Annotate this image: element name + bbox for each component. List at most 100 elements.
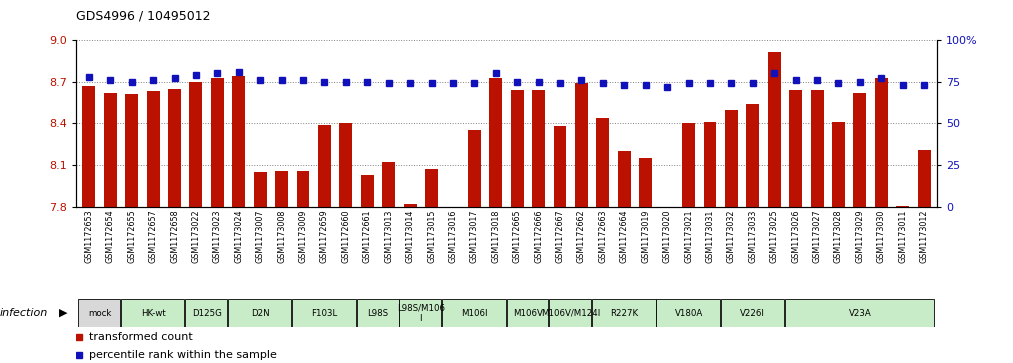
Bar — [103, 93, 116, 207]
Bar — [785, 299, 934, 327]
Bar — [854, 93, 866, 207]
Bar — [593, 299, 655, 327]
Bar — [506, 299, 548, 327]
Bar — [618, 151, 631, 207]
Bar — [897, 205, 910, 207]
Text: GSM1172661: GSM1172661 — [363, 209, 372, 263]
Text: V226I: V226I — [741, 309, 765, 318]
Text: GSM1173012: GSM1173012 — [920, 209, 929, 263]
Bar — [489, 77, 502, 207]
Bar — [682, 123, 695, 207]
Bar — [293, 299, 356, 327]
Text: GSM1173029: GSM1173029 — [855, 209, 864, 263]
Text: GSM1173026: GSM1173026 — [791, 209, 800, 263]
Text: GSM1172658: GSM1172658 — [170, 209, 179, 263]
Text: GSM1172663: GSM1172663 — [599, 209, 608, 263]
Text: GSM1173014: GSM1173014 — [405, 209, 414, 263]
Bar — [147, 91, 159, 207]
Text: GSM1172660: GSM1172660 — [341, 209, 350, 263]
Bar — [443, 299, 505, 327]
Text: GSM1173022: GSM1173022 — [191, 209, 201, 263]
Bar — [78, 299, 121, 327]
Bar — [832, 122, 845, 207]
Bar — [404, 204, 416, 207]
Bar — [276, 171, 288, 207]
Text: D2N: D2N — [251, 309, 269, 318]
Text: F103L: F103L — [311, 309, 337, 318]
Bar — [339, 123, 353, 207]
Bar — [382, 162, 395, 207]
Text: GSM1173021: GSM1173021 — [684, 209, 693, 263]
Bar — [425, 169, 438, 207]
Bar — [639, 158, 652, 207]
Text: GSM1173025: GSM1173025 — [770, 209, 779, 263]
Text: GSM1172654: GSM1172654 — [105, 209, 114, 263]
Text: GSM1173031: GSM1173031 — [705, 209, 714, 263]
Bar — [549, 299, 592, 327]
Text: GSM1172665: GSM1172665 — [513, 209, 522, 263]
Text: GSM1172653: GSM1172653 — [84, 209, 93, 263]
Text: GSM1173015: GSM1173015 — [427, 209, 436, 263]
Text: GSM1173013: GSM1173013 — [384, 209, 393, 263]
Bar — [554, 126, 566, 207]
Text: GSM1172659: GSM1172659 — [320, 209, 329, 263]
Text: L98S/M106
I: L98S/M106 I — [397, 303, 445, 323]
Bar — [725, 110, 737, 207]
Bar — [232, 76, 245, 207]
Bar — [660, 207, 674, 218]
Text: V23A: V23A — [849, 309, 871, 318]
Text: V180A: V180A — [675, 309, 703, 318]
Bar — [789, 90, 802, 207]
Text: GSM1173032: GSM1173032 — [727, 209, 735, 263]
Text: percentile rank within the sample: percentile rank within the sample — [89, 350, 277, 360]
Bar — [597, 118, 609, 207]
Bar — [318, 125, 331, 207]
Text: GSM1173016: GSM1173016 — [449, 209, 458, 263]
Bar — [121, 299, 184, 327]
Text: GSM1173007: GSM1173007 — [255, 209, 264, 263]
Bar — [185, 299, 227, 327]
Text: GSM1172664: GSM1172664 — [620, 209, 629, 263]
Text: GSM1173020: GSM1173020 — [663, 209, 672, 263]
Text: HK-wt: HK-wt — [141, 309, 165, 318]
Text: ▶: ▶ — [59, 308, 67, 318]
Bar — [253, 172, 266, 207]
Text: mock: mock — [88, 309, 111, 318]
Bar — [575, 83, 588, 207]
Bar — [228, 299, 292, 327]
Text: GSM1173028: GSM1173028 — [834, 209, 843, 263]
Text: GSM1173011: GSM1173011 — [899, 209, 908, 263]
Text: L98S: L98S — [368, 309, 389, 318]
Bar — [168, 89, 181, 207]
Bar — [357, 299, 398, 327]
Text: GSM1173027: GSM1173027 — [812, 209, 822, 263]
Text: GSM1173009: GSM1173009 — [299, 209, 308, 263]
Text: R227K: R227K — [610, 309, 638, 318]
Bar — [918, 150, 931, 207]
Text: GSM1173018: GSM1173018 — [491, 209, 500, 263]
Bar — [768, 52, 781, 207]
Bar — [656, 299, 720, 327]
Bar — [704, 122, 716, 207]
Bar — [82, 86, 95, 207]
Text: M106I: M106I — [461, 309, 487, 318]
Text: M106V: M106V — [513, 309, 543, 318]
Text: infection: infection — [0, 308, 49, 318]
Text: GSM1172662: GSM1172662 — [577, 209, 586, 263]
Bar — [189, 82, 203, 207]
Bar — [399, 299, 442, 327]
Bar — [511, 90, 524, 207]
Text: GSM1172657: GSM1172657 — [149, 209, 158, 263]
Text: GSM1173033: GSM1173033 — [749, 209, 758, 263]
Text: GSM1172655: GSM1172655 — [128, 209, 136, 263]
Text: GSM1172667: GSM1172667 — [555, 209, 564, 263]
Text: transformed count: transformed count — [89, 332, 192, 342]
Bar — [126, 94, 138, 207]
Bar — [361, 175, 374, 207]
Bar — [875, 77, 887, 207]
Text: GSM1173023: GSM1173023 — [213, 209, 222, 263]
Text: GSM1173008: GSM1173008 — [278, 209, 286, 263]
Bar — [468, 130, 481, 207]
Text: GSM1173024: GSM1173024 — [234, 209, 243, 263]
Text: GSM1172666: GSM1172666 — [534, 209, 543, 263]
